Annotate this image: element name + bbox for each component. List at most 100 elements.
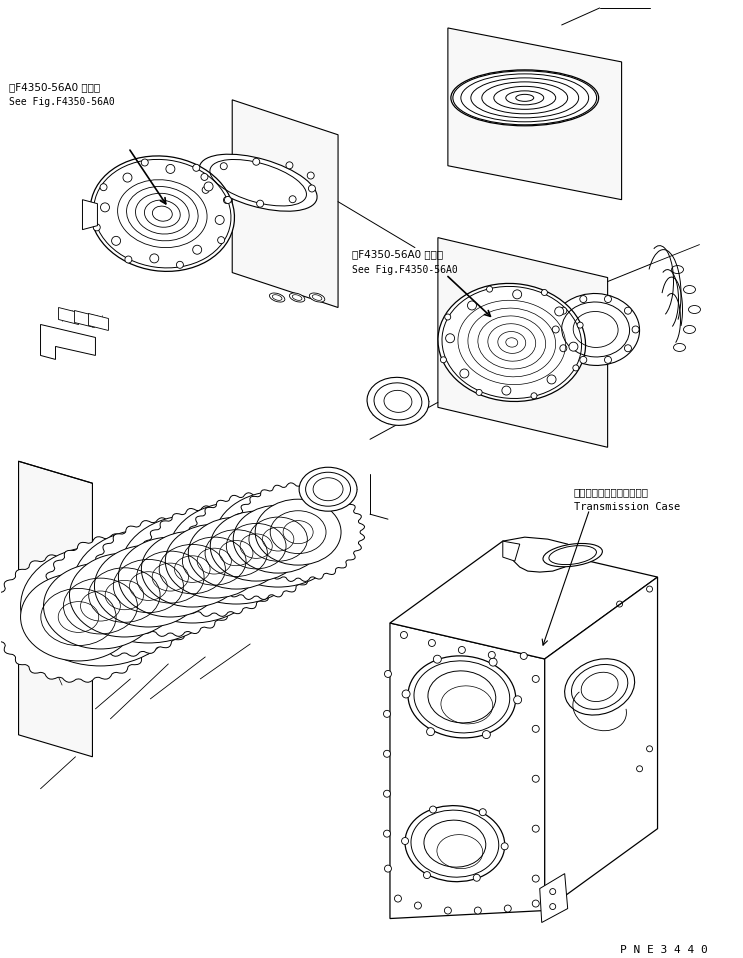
Polygon shape (390, 623, 545, 919)
Circle shape (520, 652, 528, 659)
Circle shape (573, 365, 579, 371)
Ellipse shape (44, 563, 158, 649)
Ellipse shape (309, 293, 325, 302)
Text: 第F4350-56A0 図参照: 第F4350-56A0 図参照 (352, 250, 443, 260)
Circle shape (395, 895, 401, 902)
Polygon shape (82, 199, 97, 230)
Circle shape (577, 322, 583, 329)
Polygon shape (74, 310, 94, 328)
Circle shape (401, 837, 409, 845)
Circle shape (531, 393, 537, 399)
Ellipse shape (21, 573, 137, 661)
Polygon shape (19, 461, 92, 757)
Polygon shape (233, 100, 338, 308)
Circle shape (569, 342, 578, 352)
Circle shape (542, 289, 548, 295)
Circle shape (502, 843, 508, 850)
Circle shape (433, 655, 441, 663)
Circle shape (532, 875, 539, 882)
Circle shape (532, 675, 539, 682)
Circle shape (532, 901, 539, 907)
Ellipse shape (141, 531, 243, 607)
Circle shape (415, 902, 421, 909)
Circle shape (150, 254, 159, 262)
Circle shape (532, 775, 539, 783)
Circle shape (605, 356, 611, 363)
Ellipse shape (199, 154, 317, 211)
Circle shape (256, 200, 264, 207)
Ellipse shape (367, 377, 429, 425)
Polygon shape (92, 517, 249, 636)
Polygon shape (232, 483, 365, 582)
Polygon shape (503, 537, 574, 572)
Circle shape (580, 296, 587, 303)
Circle shape (555, 307, 564, 316)
Circle shape (402, 690, 410, 698)
Polygon shape (88, 313, 108, 331)
Circle shape (384, 671, 392, 677)
Circle shape (307, 172, 314, 179)
Text: See Fig.F4350-56A0: See Fig.F4350-56A0 (9, 97, 114, 107)
Ellipse shape (408, 656, 516, 738)
Ellipse shape (210, 512, 302, 582)
Circle shape (624, 345, 632, 352)
Circle shape (220, 163, 227, 170)
Circle shape (532, 725, 539, 732)
Circle shape (125, 256, 132, 263)
Polygon shape (59, 308, 79, 325)
Ellipse shape (290, 293, 305, 302)
Circle shape (286, 162, 293, 169)
Circle shape (429, 640, 435, 647)
Ellipse shape (120, 515, 265, 623)
Ellipse shape (70, 553, 179, 637)
Circle shape (192, 245, 201, 254)
Polygon shape (186, 492, 327, 600)
Polygon shape (448, 28, 622, 199)
Ellipse shape (21, 546, 181, 666)
Circle shape (424, 872, 430, 878)
Circle shape (253, 158, 260, 165)
Circle shape (123, 173, 132, 182)
Circle shape (201, 173, 208, 180)
Circle shape (383, 790, 391, 797)
Circle shape (192, 165, 200, 171)
Ellipse shape (255, 499, 341, 565)
Circle shape (473, 875, 480, 881)
Circle shape (488, 651, 496, 658)
Circle shape (513, 290, 522, 299)
Ellipse shape (270, 293, 285, 302)
Circle shape (176, 262, 184, 268)
Ellipse shape (94, 545, 202, 627)
Ellipse shape (188, 517, 284, 589)
Circle shape (605, 296, 611, 303)
Polygon shape (503, 541, 520, 561)
Circle shape (383, 750, 391, 757)
Circle shape (400, 631, 407, 638)
Circle shape (458, 647, 465, 653)
Circle shape (532, 825, 539, 833)
Polygon shape (545, 577, 658, 910)
Text: P N E 3 4 4 0: P N E 3 4 4 0 (620, 946, 707, 955)
Circle shape (547, 375, 556, 384)
Circle shape (308, 185, 316, 192)
Circle shape (559, 345, 567, 352)
Circle shape (624, 308, 632, 314)
Circle shape (559, 308, 567, 314)
Circle shape (632, 326, 639, 333)
Ellipse shape (552, 293, 640, 365)
Polygon shape (390, 541, 658, 659)
Circle shape (513, 696, 522, 704)
Circle shape (482, 731, 490, 739)
Ellipse shape (214, 491, 342, 587)
Circle shape (426, 728, 435, 736)
Circle shape (384, 865, 392, 872)
Text: トランスミッションケース: トランスミッションケース (574, 488, 649, 497)
Ellipse shape (438, 284, 585, 401)
Circle shape (487, 286, 493, 292)
Text: See Fig.F4350-56A0: See Fig.F4350-56A0 (352, 264, 458, 275)
Circle shape (441, 356, 447, 363)
Ellipse shape (543, 543, 603, 567)
Circle shape (474, 907, 481, 914)
Polygon shape (438, 238, 608, 447)
Circle shape (224, 196, 231, 203)
